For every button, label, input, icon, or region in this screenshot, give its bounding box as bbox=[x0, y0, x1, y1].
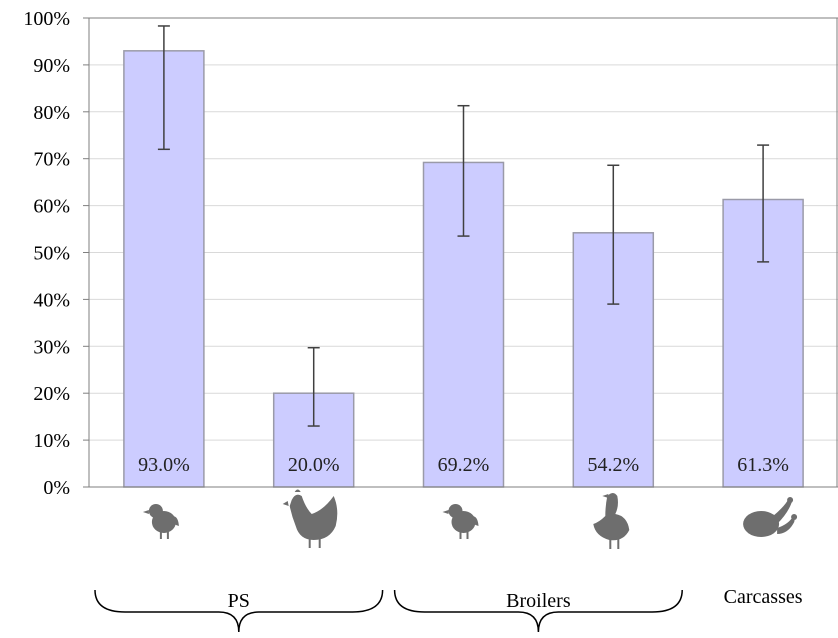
bar bbox=[123, 50, 205, 488]
hen-icon-shape bbox=[289, 494, 338, 540]
chick-icon-shape bbox=[142, 510, 149, 514]
axes bbox=[88, 17, 838, 488]
bar-value-label: 69.2% bbox=[438, 454, 490, 476]
y-tick-label: 100% bbox=[23, 8, 70, 30]
chick-icon-shape bbox=[442, 510, 449, 514]
group-label: Carcasses bbox=[724, 586, 803, 608]
y-tick-label: 70% bbox=[33, 149, 70, 171]
y-tick-label: 60% bbox=[33, 196, 70, 218]
bar-value-label: 20.0% bbox=[288, 454, 340, 476]
group-labels: PS Broilers Carcasses bbox=[94, 586, 803, 633]
error-bars bbox=[157, 25, 770, 427]
chick-icon-shape bbox=[448, 504, 463, 518]
group-label: PS bbox=[228, 590, 250, 612]
carcass-icon-shape bbox=[777, 516, 795, 534]
hen-icon-shape bbox=[318, 538, 321, 548]
chick-icon-shape bbox=[459, 532, 462, 539]
y-axis: 0% 10% 20% 30% 40% 50% 60% 70% 80% 90% 100% bbox=[23, 8, 89, 499]
carcass-icon-shape bbox=[791, 514, 798, 520]
chick-icon-shape bbox=[167, 516, 179, 526]
carcass-icon-shape bbox=[743, 511, 780, 537]
chick-icon bbox=[142, 504, 179, 539]
chick-icon-shape bbox=[148, 504, 163, 518]
category-icons bbox=[142, 489, 798, 549]
broiler-icon-shape bbox=[593, 493, 630, 541]
y-tick-label: 30% bbox=[33, 336, 70, 358]
bar-value-label: 93.0% bbox=[138, 454, 190, 476]
chick-icon-shape bbox=[159, 532, 162, 539]
chick-icon-shape bbox=[166, 532, 169, 539]
bar-value-labels: 93.0% 20.0% 69.2% 54.2% 61.3% bbox=[138, 454, 789, 476]
broiler-icon-shape bbox=[602, 494, 609, 498]
broiler-icon-shape bbox=[617, 538, 620, 549]
group-label: Broilers bbox=[506, 590, 571, 612]
carcass-icon-shape bbox=[773, 498, 792, 524]
bars bbox=[123, 50, 804, 488]
carcass-icon bbox=[743, 497, 798, 537]
hen-icon-shape bbox=[308, 538, 311, 548]
y-tick-label: 0% bbox=[43, 477, 70, 499]
bar-value-label: 54.2% bbox=[587, 454, 639, 476]
y-tick-label: 90% bbox=[33, 55, 70, 77]
carcass-icon-shape bbox=[787, 497, 794, 503]
y-tick-label: 50% bbox=[33, 243, 70, 265]
y-tick-label: 10% bbox=[33, 430, 70, 452]
y-tick-label: 20% bbox=[33, 383, 70, 405]
bar-value-label: 61.3% bbox=[737, 454, 789, 476]
broiler-icon-shape bbox=[609, 538, 612, 549]
chick-icon-shape bbox=[466, 532, 469, 539]
hen-icon-shape bbox=[294, 489, 301, 492]
chick-icon-shape bbox=[467, 516, 479, 526]
broiler-icon bbox=[593, 493, 630, 549]
group-brace bbox=[393, 589, 683, 633]
group-brace bbox=[94, 589, 384, 633]
chick-icon bbox=[442, 504, 479, 539]
y-tick-label: 40% bbox=[33, 289, 70, 311]
hen-icon-shape bbox=[282, 501, 289, 506]
y-tick-label: 80% bbox=[33, 102, 70, 124]
hen-icon bbox=[282, 489, 338, 548]
